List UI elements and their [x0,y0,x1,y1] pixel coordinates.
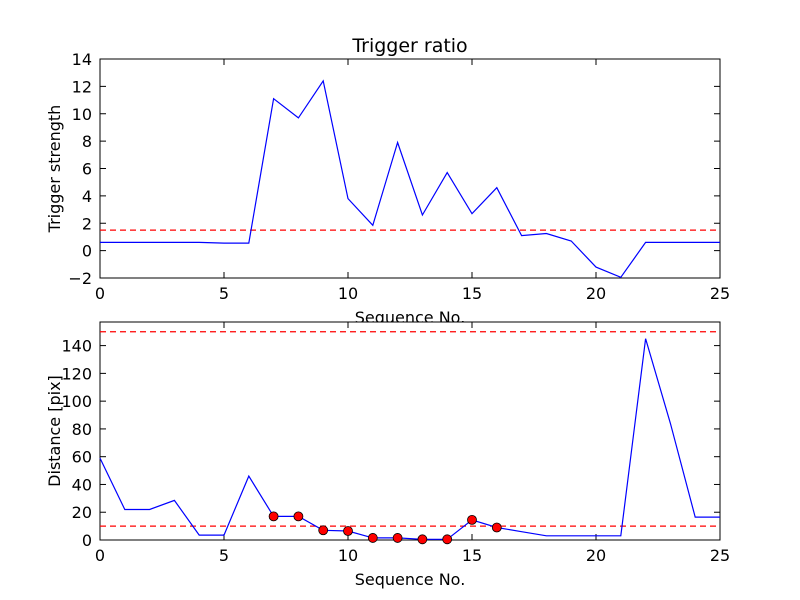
x-tick-label: 25 [710,284,730,303]
y-axis-label: Trigger strength [45,105,64,234]
data-marker [343,526,353,536]
x-tick-label: 0 [95,284,105,303]
data-marker [467,514,477,525]
y-tick-label: 12 [72,77,92,96]
data-marker [268,511,279,522]
data-marker [417,534,428,545]
x-axis-label: Sequence No. [355,570,466,589]
y-tick-label: 0 [82,242,92,261]
chart-distance: 0 5 10 15 20 25 0 20 40 60 80 100 120 140 Sequence No.… [45,321,730,589]
series-line [100,79,720,279]
y-tick-label: 40 [72,475,92,494]
series-line [99,338,720,540]
y-tick-label: −2 [68,269,92,288]
y-tick-label: 100 [61,392,92,411]
y-tick-label: 0 [82,531,92,550]
x-tick-label: 15 [462,546,482,565]
x-tick-label: 5 [219,546,229,565]
x-tick-label: 25 [710,546,730,565]
y-tick-label: 120 [61,364,92,383]
y-tick-label: 8 [82,132,92,151]
y-tick-label: 80 [72,420,92,439]
plot-area [99,321,721,541]
y-tick-label: 6 [82,160,92,179]
y-tick-label: 2 [82,214,92,233]
x-tick-label: 5 [219,284,229,303]
data-marker [367,533,378,543]
data-marker [293,511,304,522]
data-marker [392,533,403,543]
y-tick-label: 60 [72,448,92,467]
x-tick-label: 15 [462,284,482,303]
x-tick-label: 20 [586,284,606,303]
y-axis-label: Distance [pix] [45,375,64,487]
y-tick-label: 20 [72,503,92,522]
x-tick-label: 10 [338,284,358,303]
chart-title: Trigger ratio [351,35,467,57]
x-tick-label: 10 [338,546,358,565]
y-tick-label: 10 [72,105,92,124]
x-tick-label: 20 [586,546,606,565]
y-tick-label: 14 [72,50,92,69]
data-marker [491,522,502,533]
x-tick-label: 0 [95,546,105,565]
y-tick-label: 140 [61,337,92,356]
data-marker [318,525,329,536]
y-tick-label: 4 [82,187,92,206]
plot-area [99,58,721,279]
data-marker [442,534,453,545]
